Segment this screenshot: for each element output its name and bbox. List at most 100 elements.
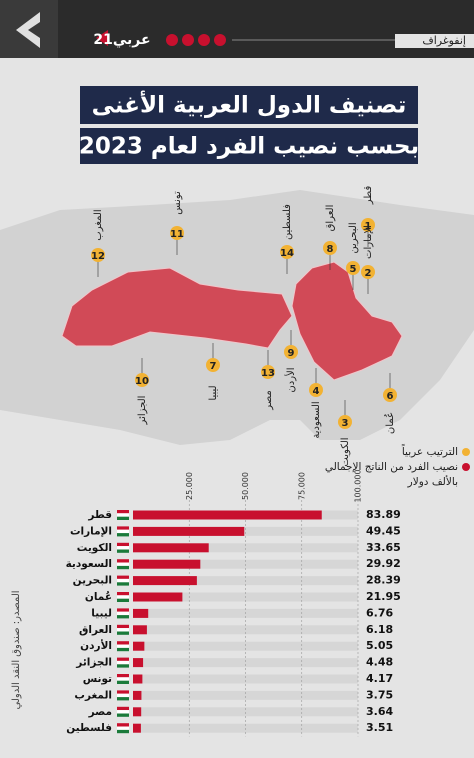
icon — [182, 34, 194, 46]
flag — [117, 510, 129, 520]
rank: 11 — [170, 229, 184, 240]
flag-part — [117, 729, 129, 734]
title-line: بحسب نصيب الفرد لعام 2023 — [79, 134, 419, 160]
section: إنفوغراف — [422, 34, 466, 47]
value-label: 6.18 — [366, 623, 393, 636]
bar — [133, 559, 201, 569]
x-tick-label: 100.000 — [354, 469, 363, 502]
country-label: البحرين — [348, 222, 359, 253]
bar-track — [133, 658, 358, 668]
flag-part — [117, 513, 129, 517]
country-label: الجزائر — [137, 396, 148, 426]
flag-part — [117, 549, 129, 553]
category-label: البحرين — [73, 575, 112, 587]
bar — [133, 641, 145, 651]
rank: 10 — [135, 376, 149, 387]
category-label: تونس — [83, 673, 112, 685]
bar — [133, 592, 183, 602]
category-label: مصر — [88, 706, 112, 718]
value-label: 21.95 — [366, 590, 401, 603]
flag-part — [117, 680, 129, 684]
rank-badge — [261, 365, 275, 379]
map — [0, 190, 474, 445]
flag-part — [117, 526, 129, 530]
flag — [117, 542, 129, 553]
source: المصدر: صندوق النقد الدولي — [11, 590, 22, 709]
bar-track — [133, 526, 358, 536]
bar — [133, 608, 149, 618]
category-label: العراق — [79, 624, 112, 636]
flag-part — [117, 592, 129, 596]
rank-badge — [383, 388, 397, 402]
rank: 4 — [313, 386, 320, 397]
rank: 13 — [261, 368, 275, 379]
legend-dot — [462, 463, 470, 471]
value-label: 3.75 — [366, 688, 393, 701]
title-box — [80, 86, 418, 124]
category-label: الأردن — [80, 639, 112, 652]
flag-part — [117, 559, 129, 563]
bar — [133, 674, 143, 684]
rank: 9 — [288, 348, 295, 359]
brand: عربي21 — [93, 32, 150, 48]
value-label: 5.05 — [366, 639, 393, 652]
rank: 7 — [210, 361, 217, 372]
flag-part — [117, 615, 129, 619]
bar-track — [133, 543, 358, 553]
rank: 1 — [365, 221, 372, 232]
flag — [117, 674, 129, 684]
value-label: 6.76 — [366, 606, 393, 619]
section-tag — [395, 34, 474, 48]
flag — [117, 723, 129, 734]
flag-part — [117, 647, 129, 652]
rank: 3 — [342, 418, 349, 429]
value-label: 83.89 — [366, 508, 401, 521]
rank-badge — [170, 226, 184, 240]
rank-badge — [280, 245, 294, 259]
rank-badge — [361, 265, 375, 279]
bar — [133, 658, 144, 668]
flag-part — [117, 565, 129, 570]
rank-badge — [284, 345, 298, 359]
category-label: عُمان — [85, 591, 112, 603]
country-label: الكويت — [340, 437, 351, 466]
rank-badge — [91, 248, 105, 262]
flag-part — [117, 690, 129, 694]
bar — [133, 723, 141, 733]
rank: 8 — [327, 244, 334, 255]
rank-badge — [206, 358, 220, 372]
flag-part — [117, 575, 129, 579]
country-label: ليبيا — [208, 385, 219, 400]
flag — [117, 608, 129, 619]
value-label: 3.51 — [366, 721, 393, 734]
rank: 14 — [280, 248, 294, 259]
flag-part — [117, 657, 129, 661]
flag — [117, 690, 129, 701]
rank-badge — [338, 415, 352, 429]
rank-badge — [346, 261, 360, 275]
flag-part — [117, 516, 129, 520]
north-africa — [61, 267, 293, 349]
flag-part — [117, 697, 129, 701]
country-label: الإمارات — [363, 225, 374, 259]
value-label: 3.64 — [366, 705, 393, 718]
icon — [198, 34, 210, 46]
legend-gdp: نصيب الفرد من الناتج الإجمالي — [325, 461, 458, 473]
flag-part — [117, 582, 129, 586]
rank-badge — [323, 241, 337, 255]
bar — [133, 707, 142, 717]
rank: 5 — [350, 264, 357, 275]
rank-badge — [309, 383, 323, 397]
flag — [117, 526, 129, 537]
bar — [133, 543, 209, 553]
bar — [133, 510, 322, 520]
bar-track — [133, 674, 358, 684]
country-label: الأردن — [284, 367, 297, 392]
legend-dot — [462, 448, 470, 456]
country-label: عُمان — [384, 412, 396, 434]
bar — [133, 625, 147, 635]
x-tick-label: 25.000 — [185, 472, 194, 500]
flag — [117, 657, 129, 668]
